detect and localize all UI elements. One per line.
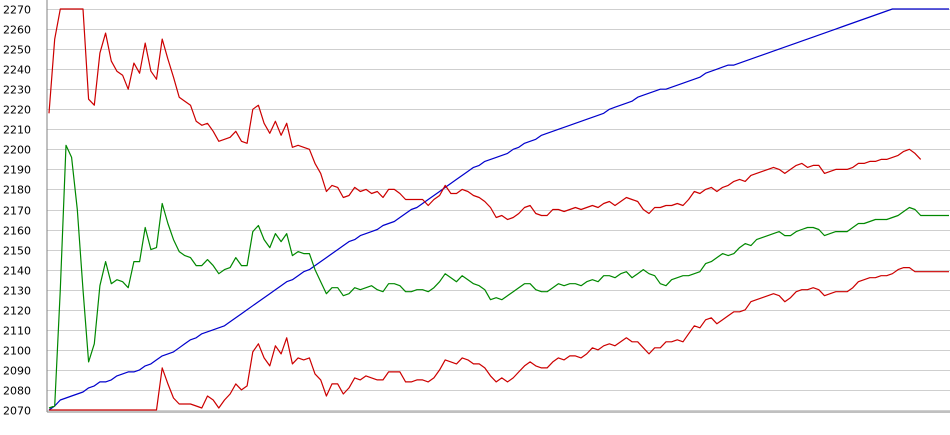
y-tick-label: 2100 <box>3 345 31 358</box>
y-tick-label: 2170 <box>3 205 31 218</box>
y-tick-label: 2080 <box>3 385 31 398</box>
y-tick-label: 2160 <box>3 225 31 238</box>
y-tick-label: 2180 <box>3 184 31 197</box>
axes <box>46 0 950 413</box>
y-tick-label: 2130 <box>3 285 31 298</box>
series-line-1 <box>48 8 949 411</box>
y-tick-label: 2190 <box>3 164 31 177</box>
y-tick-label: 2240 <box>3 64 31 77</box>
y-tick-label: 2220 <box>3 104 31 117</box>
series-line-4 <box>49 267 949 411</box>
y-tick-label: 2140 <box>3 265 31 278</box>
series-lines <box>48 8 949 411</box>
series-line-3 <box>48 144 949 409</box>
y-tick-label: 2150 <box>3 245 31 258</box>
y-tick-label: 2260 <box>3 24 31 37</box>
y-tick-label: 2120 <box>3 305 31 318</box>
y-tick-label: 2270 <box>3 4 31 17</box>
y-tick-label: 2090 <box>3 365 31 378</box>
y-tick-label: 2210 <box>3 124 31 137</box>
series-line-2 <box>48 8 922 221</box>
y-tick-label: 2070 <box>3 405 31 418</box>
y-tick-label: 2250 <box>3 44 31 57</box>
gridlines <box>47 9 950 411</box>
y-tick-labels: 2070 2080 2090 2100 2110 2120 2130 2140 2150 2160… <box>3 4 31 418</box>
y-tick-label: 2200 <box>3 144 31 157</box>
y-tick-label: 2110 <box>3 325 31 338</box>
y-tick-label: 2230 <box>3 84 31 97</box>
